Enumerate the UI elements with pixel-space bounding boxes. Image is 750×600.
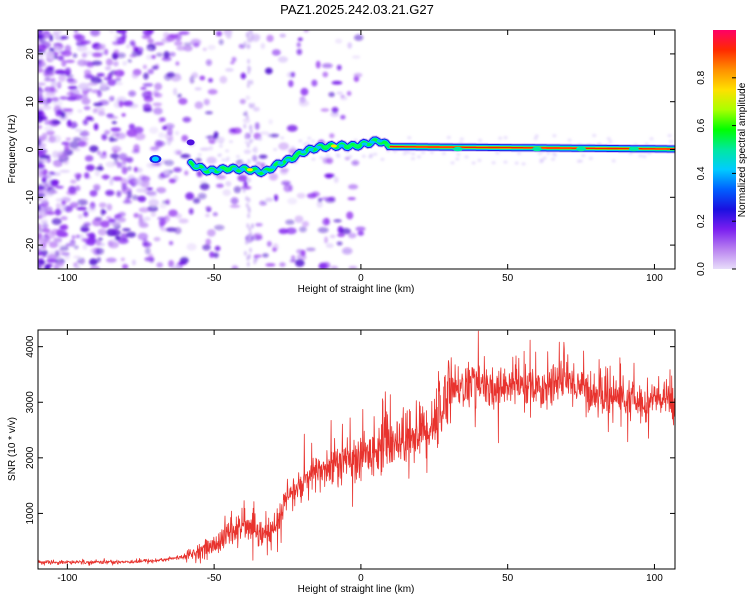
colorbar-gradient	[713, 30, 736, 269]
x-tick-label: 50	[502, 573, 514, 584]
colorbar-tick-label: 0.4	[696, 166, 707, 180]
y-tick-label: 1000	[25, 502, 36, 525]
y-tick-label: 2000	[25, 446, 36, 469]
snr-series-line	[38, 330, 675, 566]
figure-title: PAZ1.2025.242.03.21.G27	[280, 2, 434, 17]
snr-panel: -100 -50 0 50 100 1000 2000 3000 4000 Height of …	[7, 329, 676, 595]
x-tick-label: 100	[646, 573, 663, 584]
x-tick-label: 100	[646, 273, 663, 284]
colorbar-tick-label: 0.2	[696, 214, 707, 228]
colorbar-tick-label: 0.6	[696, 118, 707, 132]
colorbar-tick-label: 0.8	[696, 70, 707, 84]
x-tick-label: -100	[57, 273, 77, 284]
y-tick-label: 4000	[25, 335, 36, 358]
snr-xlabel: Height of straight line (km)	[298, 584, 415, 595]
x-tick-label: 0	[358, 573, 364, 584]
spectrogram-xlabel: Height of straight line (km)	[298, 284, 415, 295]
colorbar-tick-label: 0.0	[696, 262, 707, 276]
y-tick-label: -20	[25, 237, 36, 252]
y-tick-label: 10	[25, 96, 36, 108]
y-tick-label: 3000	[25, 391, 36, 414]
snr-frame	[37, 329, 676, 570]
x-tick-label: -50	[207, 573, 222, 584]
x-tick-label: -50	[207, 273, 222, 284]
spectrogram-ridge	[149, 135, 675, 179]
spectrogram-noise	[38, 30, 673, 269]
y-tick-label: -10	[25, 190, 36, 205]
snr-ylabel: SNR (10 * v/v)	[7, 417, 18, 481]
colorbar-label: Normalized spectral amplitude	[737, 82, 748, 217]
snr-axes: -100 -50 0 50 100 1000 2000 3000 4000	[25, 330, 675, 584]
spectrogram-ylabel: Frequency (Hz)	[7, 115, 18, 184]
x-tick-label: 0	[358, 273, 364, 284]
x-tick-label: 50	[502, 273, 514, 284]
x-tick-label: -100	[57, 573, 77, 584]
y-tick-label: 20	[25, 48, 36, 60]
colorbar-ticks: 0.0 0.2 0.4 0.6 0.8	[696, 70, 736, 276]
colorbar: 0.0 0.2 0.4 0.6 0.8 Normalized spectral ampl…	[696, 30, 748, 276]
y-tick-label: 0	[25, 146, 36, 152]
